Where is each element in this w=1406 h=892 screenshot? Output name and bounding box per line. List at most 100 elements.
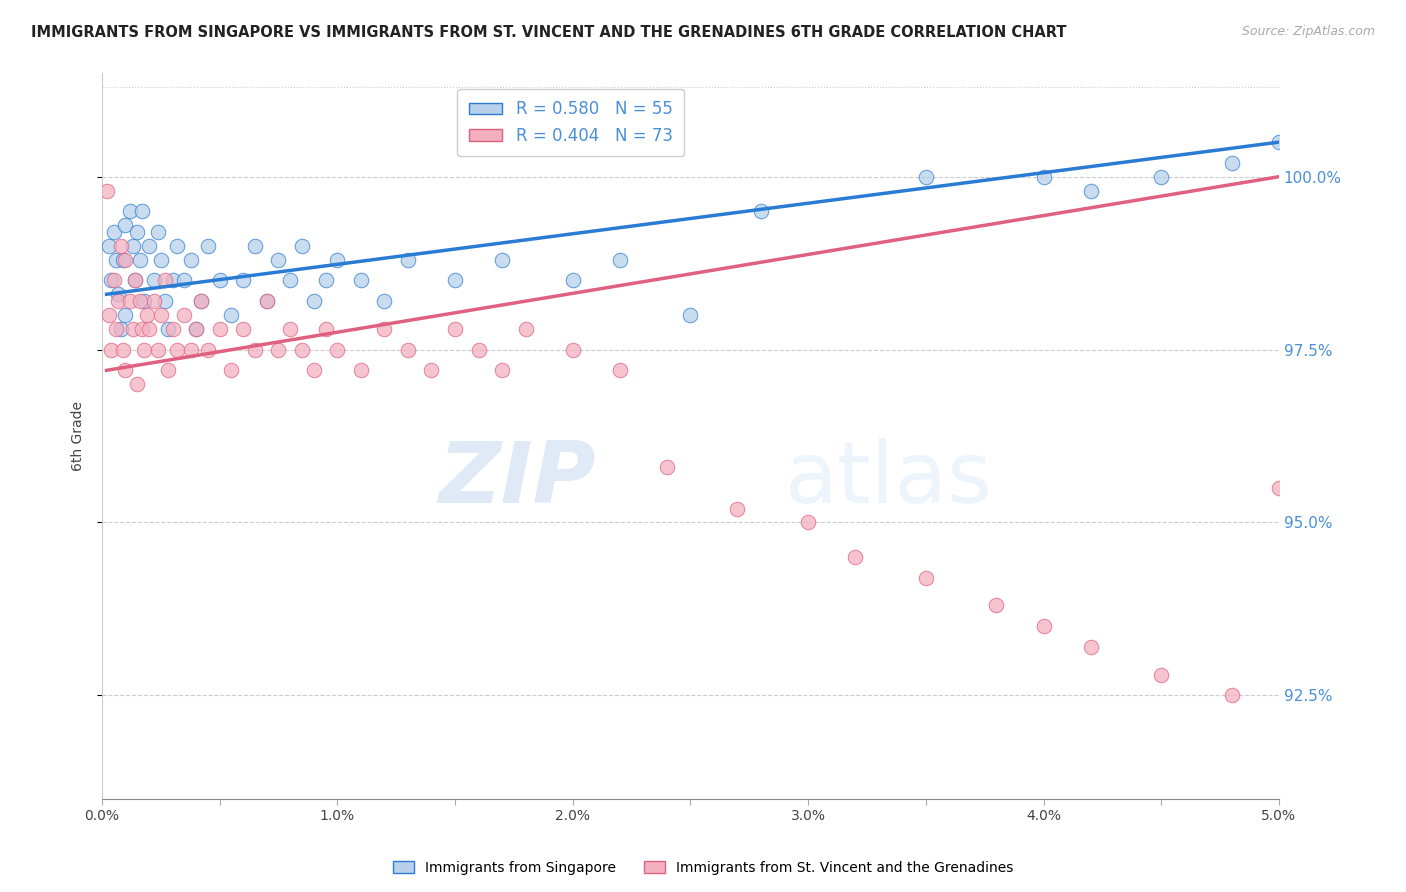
- Point: [124, 273, 146, 287]
- Text: atlas: atlas: [785, 438, 993, 521]
- Point: [180, 343, 202, 357]
- Point: [105, 322, 128, 336]
- Point: [112, 343, 135, 357]
- Point: [120, 204, 142, 219]
- Point: [797, 516, 820, 530]
- Point: [315, 322, 337, 336]
- Point: [184, 322, 207, 336]
- Point: [114, 308, 136, 322]
- Point: [243, 239, 266, 253]
- Point: [166, 239, 188, 253]
- Point: [444, 273, 467, 287]
- Point: [679, 308, 702, 322]
- Point: [256, 294, 278, 309]
- Point: [232, 322, 254, 336]
- Point: [350, 363, 373, 377]
- Point: [727, 501, 749, 516]
- Point: [914, 571, 936, 585]
- Point: [1268, 135, 1291, 149]
- Point: [396, 343, 419, 357]
- Point: [243, 343, 266, 357]
- Point: [1150, 169, 1173, 184]
- Point: [142, 294, 165, 309]
- Point: [131, 322, 153, 336]
- Point: [844, 549, 866, 564]
- Point: [149, 308, 172, 322]
- Point: [149, 252, 172, 267]
- Point: [162, 273, 184, 287]
- Point: [467, 343, 489, 357]
- Point: [1220, 156, 1243, 170]
- Point: [180, 252, 202, 267]
- Point: [267, 343, 290, 357]
- Point: [749, 204, 772, 219]
- Point: [515, 322, 537, 336]
- Point: [302, 363, 325, 377]
- Text: Source: ZipAtlas.com: Source: ZipAtlas.com: [1241, 25, 1375, 38]
- Point: [1032, 169, 1054, 184]
- Point: [100, 273, 122, 287]
- Point: [134, 343, 156, 357]
- Point: [491, 363, 513, 377]
- Point: [491, 252, 513, 267]
- Point: [173, 273, 195, 287]
- Point: [148, 225, 170, 239]
- Point: [148, 343, 170, 357]
- Point: [1080, 640, 1102, 654]
- Point: [155, 294, 177, 309]
- Point: [278, 322, 301, 336]
- Point: [232, 273, 254, 287]
- Point: [256, 294, 278, 309]
- Point: [197, 343, 219, 357]
- Point: [107, 287, 129, 301]
- Point: [315, 273, 337, 287]
- Point: [1150, 667, 1173, 681]
- Point: [609, 252, 631, 267]
- Point: [655, 460, 678, 475]
- Point: [121, 239, 143, 253]
- Point: [444, 322, 467, 336]
- Text: ZIP: ZIP: [439, 438, 596, 521]
- Point: [173, 308, 195, 322]
- Point: [1268, 481, 1291, 495]
- Point: [291, 343, 314, 357]
- Point: [166, 343, 188, 357]
- Legend: Immigrants from Singapore, Immigrants from St. Vincent and the Grenadines: Immigrants from Singapore, Immigrants fr…: [388, 855, 1018, 880]
- Point: [326, 252, 349, 267]
- Point: [114, 252, 136, 267]
- Point: [103, 225, 125, 239]
- Point: [221, 308, 243, 322]
- Point: [190, 294, 212, 309]
- Point: [127, 377, 149, 392]
- Point: [350, 273, 373, 287]
- Point: [1032, 619, 1054, 633]
- Point: [138, 322, 160, 336]
- Point: [208, 322, 231, 336]
- Point: [124, 273, 146, 287]
- Point: [373, 322, 395, 336]
- Point: [1080, 184, 1102, 198]
- Point: [103, 273, 125, 287]
- Point: [128, 294, 150, 309]
- Text: IMMIGRANTS FROM SINGAPORE VS IMMIGRANTS FROM ST. VINCENT AND THE GRENADINES 6TH : IMMIGRANTS FROM SINGAPORE VS IMMIGRANTS …: [31, 25, 1066, 40]
- Point: [914, 169, 936, 184]
- Point: [1220, 689, 1243, 703]
- Point: [184, 322, 207, 336]
- Point: [135, 308, 157, 322]
- Point: [197, 239, 219, 253]
- Point: [986, 599, 1008, 613]
- Point: [162, 322, 184, 336]
- Point: [114, 363, 136, 377]
- Point: [609, 363, 631, 377]
- Point: [110, 239, 132, 253]
- Point: [105, 252, 128, 267]
- Point: [98, 308, 121, 322]
- Point: [131, 204, 153, 219]
- Point: [134, 294, 156, 309]
- Point: [561, 343, 583, 357]
- Point: [156, 322, 179, 336]
- Point: [142, 273, 165, 287]
- Legend: R = 0.580   N = 55, R = 0.404   N = 73: R = 0.580 N = 55, R = 0.404 N = 73: [457, 88, 685, 156]
- Point: [110, 322, 132, 336]
- Point: [121, 322, 143, 336]
